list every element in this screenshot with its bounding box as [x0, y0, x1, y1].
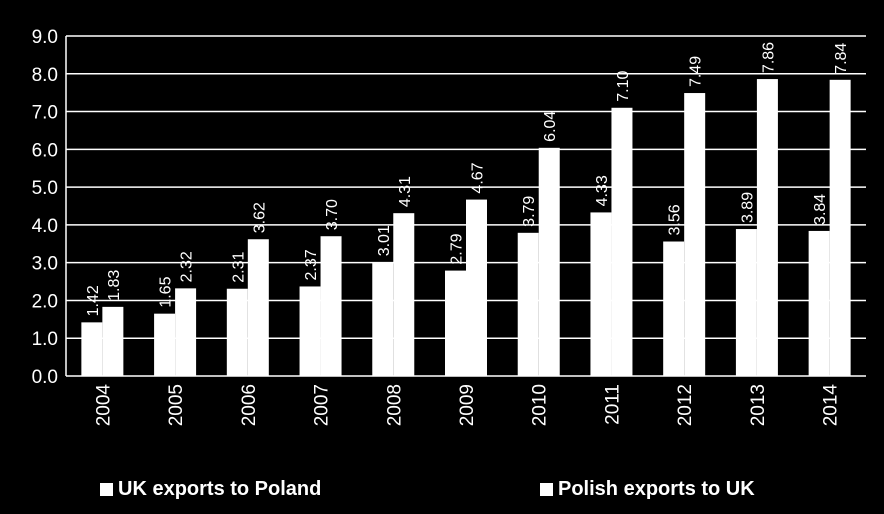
legend-label-uk-exports: UK exports to Poland	[118, 478, 322, 500]
x-tick-label: 2009	[457, 384, 478, 426]
legend-label-polish-exports: Polish exports to UK	[558, 478, 755, 500]
bar-uk-exports	[299, 286, 321, 376]
y-tick-label: 7.0	[32, 103, 58, 124]
x-tick-label: 2010	[530, 384, 551, 426]
data-label: 3.89	[739, 192, 756, 223]
y-tick-label: 4.0	[32, 216, 58, 237]
y-tick-label: 1.0	[32, 329, 58, 350]
y-tick-label: 2.0	[32, 291, 58, 312]
data-label: 2.37	[303, 249, 320, 280]
x-tick-label: 2005	[166, 384, 187, 426]
x-tick-label: 2004	[93, 384, 114, 427]
x-tick-label: 2011	[602, 384, 623, 425]
bar-polish-exports	[756, 79, 778, 377]
bar-polish-exports	[684, 93, 706, 377]
data-label: 2.31	[230, 251, 247, 282]
gridlines	[66, 35, 866, 339]
data-label: 7.84	[833, 43, 850, 74]
data-label: 7.86	[760, 42, 777, 73]
data-label: 2.79	[449, 233, 466, 264]
legend-item-uk-exports: UK exports to Poland	[100, 478, 321, 501]
legend-swatch-polish-exports	[540, 483, 553, 496]
data-label: 3.79	[521, 196, 538, 227]
data-label: 1.65	[158, 276, 175, 307]
x-tick-label: 2013	[748, 384, 769, 426]
data-label: 7.49	[688, 56, 705, 87]
x-tick-label: 2012	[675, 384, 696, 426]
x-tick-label: 2008	[384, 384, 405, 426]
bar-uk-exports	[81, 322, 103, 376]
bar-polish-exports	[175, 288, 197, 376]
data-label: 3.56	[667, 204, 684, 235]
bar-polish-exports	[829, 79, 851, 377]
bar-uk-exports	[808, 230, 830, 376]
data-label: 1.83	[106, 270, 123, 301]
bar-uk-exports	[372, 262, 394, 376]
y-tick-label: 6.0	[32, 140, 58, 161]
y-tick-label: 5.0	[32, 178, 58, 199]
bar-uk-exports	[517, 232, 539, 376]
bar-polish-exports	[466, 199, 487, 376]
legend: UK exports to Poland Polish exports to U…	[0, 478, 884, 502]
data-label: 4.67	[470, 162, 487, 193]
y-tick-label: 9.0	[32, 27, 58, 48]
data-label: 3.01	[376, 225, 393, 256]
bar-uk-exports	[154, 313, 176, 376]
bar-polish-exports	[247, 239, 269, 376]
data-label: 3.62	[251, 202, 268, 233]
bar-polish-exports	[611, 107, 633, 377]
bar-uk-exports	[590, 212, 612, 376]
axes: 0.0 1.0 2.0 3.0 4.0 5.0 6.0 7.0 8.0 9.0 2004 2005 20…	[32, 27, 866, 426]
data-label: 4.31	[397, 176, 414, 207]
data-label: 3.70	[324, 199, 341, 230]
legend-swatch-uk-exports	[100, 483, 113, 496]
y-tick-label: 0.0	[32, 367, 58, 388]
data-label: 7.10	[615, 71, 632, 102]
legend-item-polish-exports: Polish exports to UK	[540, 478, 755, 501]
data-label: 2.32	[179, 251, 196, 282]
bar-polish-exports	[393, 213, 415, 376]
bar-polish-exports	[538, 147, 560, 376]
bar-polish-exports	[320, 236, 342, 376]
x-tick-label: 2006	[239, 384, 260, 426]
y-tick-label: 3.0	[32, 254, 58, 275]
data-label: 1.42	[85, 285, 102, 316]
bar-uk-exports	[445, 270, 466, 376]
x-tick-label: 2014	[821, 384, 842, 427]
data-label: 6.04	[542, 111, 559, 142]
data-label: 3.84	[812, 194, 829, 225]
bar-uk-exports	[226, 288, 248, 376]
bars	[81, 79, 851, 377]
x-tick-label: 2007	[312, 384, 333, 426]
data-labels: 1.42 1.83 1.652.32 2.31 3.62 2.37 3.70 3.01 4.31…	[85, 42, 850, 317]
bar-polish-exports	[102, 306, 124, 376]
data-label: 4.33	[594, 175, 611, 206]
bar-uk-exports	[735, 229, 757, 376]
y-tick-label: 8.0	[32, 65, 58, 86]
bar-uk-exports	[663, 241, 685, 376]
